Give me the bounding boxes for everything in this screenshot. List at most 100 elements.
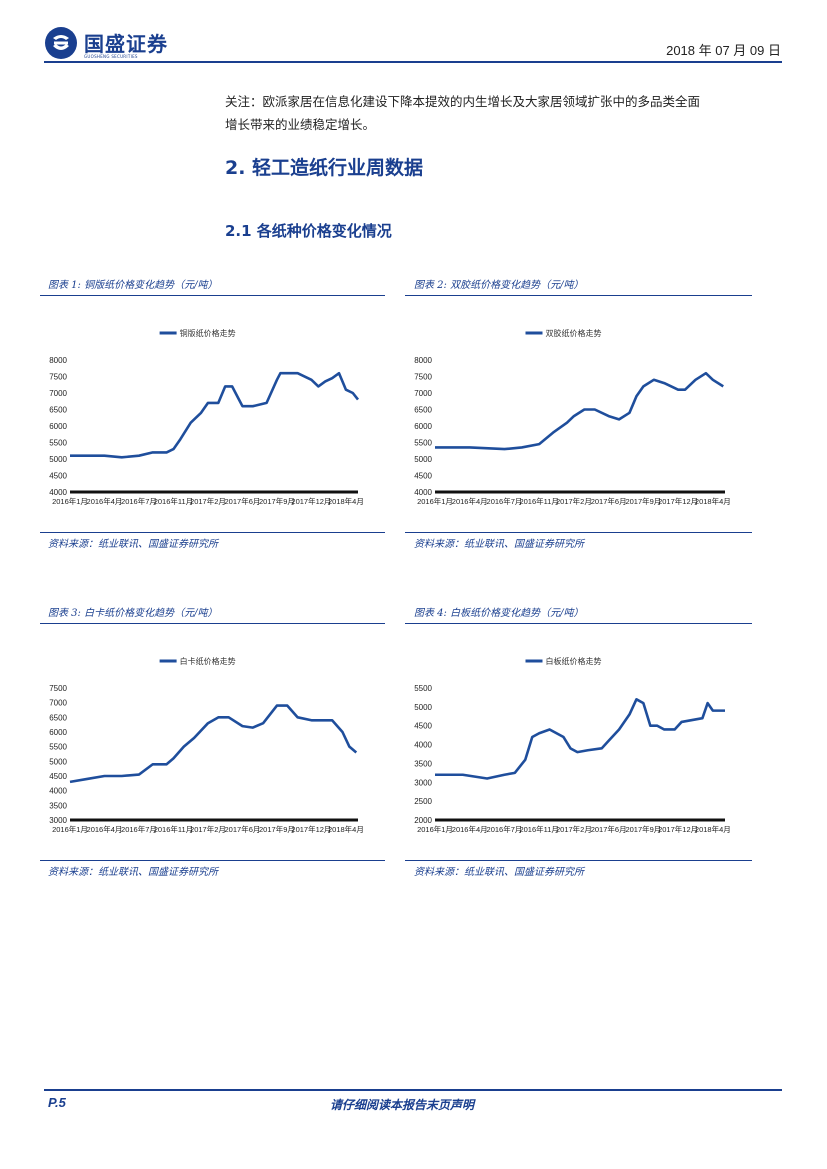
y-tick-label: 6000 [49, 728, 67, 737]
x-tick-label: 2017年9月 [259, 496, 295, 506]
y-tick-label: 8000 [49, 356, 67, 365]
x-tick-label: 2016年1月 [52, 496, 88, 506]
y-tick-label: 2500 [414, 797, 432, 806]
figure-2-title: 图表 2: 双胶纸价格变化趋势（元/吨） [414, 280, 584, 291]
x-tick-label: 2017年9月 [625, 824, 661, 834]
y-tick-label: 4000 [414, 741, 432, 750]
y-tick-label: 7500 [49, 373, 67, 382]
y-tick-label: 4500 [49, 772, 67, 781]
y-tick-label: 6000 [49, 422, 67, 431]
x-tick-label: 2017年6月 [591, 496, 627, 506]
x-tick-label: 2018年4月 [328, 824, 364, 834]
figure-1-title: 图表 1: 铜版纸价格变化趋势（元/吨） [48, 280, 218, 291]
x-tick-label: 2016年7月 [121, 824, 157, 834]
x-tick-label: 2018年4月 [328, 496, 364, 506]
y-tick-label: 7000 [49, 389, 67, 398]
y-tick-label: 4500 [414, 722, 432, 731]
x-tick-label: 2016年11月 [154, 824, 193, 834]
figure-4-top-rule [405, 623, 752, 624]
y-tick-label: 8000 [414, 356, 432, 365]
y-tick-label: 4000 [414, 488, 432, 497]
intro-line-1: 关注：欧派家居在信息化建设下降本提效的内生增长及大家居领域扩张中的多品类全面 [225, 94, 701, 109]
x-tick-label: 2016年4月 [452, 824, 488, 834]
x-tick-label: 2016年1月 [52, 824, 88, 834]
y-tick-label: 6500 [414, 406, 432, 415]
figure-1-chart: 铜版纸价格走势 4000 4500 5000 5500 6000 6500 7000 7500 8… [49, 328, 364, 506]
y-tick-label: 6000 [414, 422, 432, 431]
legend-label: 双胶纸价格走势 [546, 328, 602, 338]
figure-3-title: 图表 3: 白卡纸价格变化趋势（元/吨） [48, 608, 218, 619]
y-tick-label: 4000 [49, 488, 67, 497]
figure-4-bottom-rule [405, 860, 752, 861]
y-tick-label: 5500 [414, 684, 432, 693]
y-tick-label: 5000 [49, 455, 67, 464]
figure-3-bottom-rule [40, 860, 385, 861]
figure-4-title: 图表 4: 白板纸价格变化趋势（元/吨） [414, 608, 584, 619]
legend-label: 铜版纸价格走势 [180, 328, 236, 338]
report-date: 2018 年 07 月 09 日 [666, 43, 781, 58]
x-tick-label: 2017年2月 [556, 496, 592, 506]
y-tick-label: 5500 [49, 743, 67, 752]
x-tick-label: 2016年4月 [87, 824, 123, 834]
x-tick-label: 2017年2月 [556, 824, 592, 834]
y-tick-label: 6500 [49, 713, 67, 722]
y-tick-label: 7000 [49, 699, 67, 708]
x-tick-label: 2017年12月 [658, 496, 698, 506]
x-tick-label: 2018年4月 [695, 496, 731, 506]
x-tick-label: 2016年11月 [519, 496, 558, 506]
x-tick-label: 2016年11月 [519, 824, 558, 834]
x-tick-label: 2016年4月 [452, 496, 488, 506]
y-tick-label: 5000 [414, 455, 432, 464]
y-tick-label: 5000 [414, 703, 432, 712]
y-tick-label: 6500 [49, 406, 67, 415]
footer-rule [44, 1089, 782, 1091]
section-title: 2. 轻工造纸行业周数据 [225, 157, 424, 179]
y-tick-label: 4500 [414, 472, 432, 481]
figure-2-top-rule [405, 295, 752, 296]
x-tick-label: 2017年12月 [291, 496, 331, 506]
y-tick-label: 4000 [49, 787, 67, 796]
figure-3-source: 资料来源：纸业联讯、国盛证券研究所 [48, 867, 218, 878]
logo-sub: GUOSHENG SECURITIES [84, 54, 138, 59]
y-tick-label: 3000 [414, 778, 432, 787]
intro-paragraph: 关注：欧派家居在信息化建设下降本提效的内生增长及大家居领域扩张中的多品类全面 增… [225, 90, 785, 136]
x-tick-label: 2018年4月 [695, 824, 731, 834]
figure-2-chart: 双胶纸价格走势 4000 4500 5000 5500 6000 6500 7000 7500 8… [414, 328, 731, 506]
page-number: P.5 [48, 1095, 66, 1110]
x-tick-label: 2017年2月 [190, 824, 226, 834]
y-tick-label: 7000 [414, 389, 432, 398]
x-tick-label: 2016年7月 [487, 496, 523, 506]
x-tick-label: 2016年11月 [154, 496, 193, 506]
x-tick-label: 2017年12月 [291, 824, 331, 834]
figure-1-source: 资料来源：纸业联讯、国盛证券研究所 [48, 539, 218, 550]
figure-3-top-rule [40, 623, 385, 624]
figure-4-chart: 白板纸价格走势 2000 2500 3000 3500 4000 4500 5000 5500 2… [414, 656, 731, 834]
x-tick-label: 2017年6月 [591, 824, 627, 834]
y-tick-label: 5000 [49, 757, 67, 766]
legend-label: 白板纸价格走势 [546, 656, 602, 666]
y-tick-label: 3500 [49, 801, 67, 810]
figure-2-bottom-rule [405, 532, 752, 533]
y-tick-label: 7500 [414, 373, 432, 382]
subsection-title: 2.1 各纸种价格变化情况 [225, 222, 392, 240]
x-tick-label: 2017年12月 [658, 824, 698, 834]
figure-1-top-rule [40, 295, 385, 296]
figure-4-source: 资料来源：纸业联讯、国盛证券研究所 [414, 867, 584, 878]
footer-disclaimer: 请仔细阅读本报告末页声明 [330, 1098, 475, 1112]
logo-mark-icon [45, 27, 77, 59]
x-tick-label: 2016年1月 [417, 824, 453, 834]
y-tick-label: 2000 [414, 816, 432, 825]
series-line [69, 704, 358, 784]
x-tick-label: 2017年2月 [190, 496, 226, 506]
y-tick-label: 5500 [49, 439, 67, 448]
header-rule [44, 61, 782, 63]
intro-line-2: 增长带来的业绩稳定增长。 [225, 117, 376, 132]
x-tick-label: 2017年9月 [259, 824, 295, 834]
y-tick-label: 4500 [49, 472, 67, 481]
series-line [70, 371, 360, 459]
figure-2-source: 资料来源：纸业联讯、国盛证券研究所 [414, 539, 584, 550]
y-tick-label: 3500 [414, 759, 432, 768]
x-tick-label: 2016年7月 [121, 496, 157, 506]
x-tick-label: 2017年9月 [625, 496, 661, 506]
x-tick-label: 2016年4月 [87, 496, 123, 506]
